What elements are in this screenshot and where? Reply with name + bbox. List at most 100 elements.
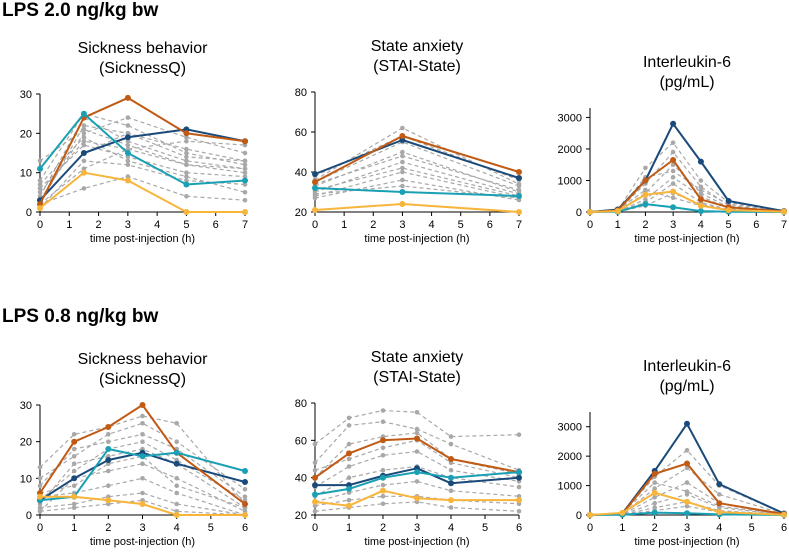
data-point-orange (139, 402, 146, 408)
data-point-orange (642, 177, 649, 184)
data-point-gray-2 (652, 486, 657, 491)
data-point-gray-3 (346, 441, 352, 447)
y-tick-label: 20 (295, 510, 307, 522)
x-tick-label: 4 (448, 522, 454, 534)
data-point-gray-4 (81, 158, 87, 164)
series-line-gray-2 (39, 433, 246, 498)
data-point-navy (448, 480, 454, 487)
data-point-gray-3 (684, 480, 690, 485)
data-point-teal (37, 165, 43, 172)
data-point-yellow (619, 509, 626, 516)
data-point-gray-1 (684, 448, 690, 453)
series-line-orange (589, 159, 785, 213)
x-tick-label: 5 (208, 522, 214, 534)
x-tick-label: 3 (139, 522, 145, 534)
data-point-navy (312, 482, 318, 489)
data-point-yellow (448, 497, 454, 504)
data-point-gray-6 (312, 195, 318, 201)
x-tick-label: 0 (312, 219, 318, 231)
x-tick-label: 3 (670, 219, 676, 231)
data-point-yellow (587, 209, 593, 215)
x-axis-label: time post-injection (h) (634, 233, 739, 245)
data-point-yellow (37, 205, 43, 212)
data-point-gray-7 (684, 489, 690, 494)
data-point-teal (448, 474, 454, 481)
series-line-gray-2 (589, 151, 785, 213)
data-point-gray-9 (346, 456, 352, 462)
x-tick-label: 6 (753, 219, 759, 231)
data-point-gray-1 (81, 123, 87, 128)
x-axis-label: time post-injection (h) (634, 536, 739, 548)
data-point-yellow (71, 493, 78, 500)
series-line-gray-5 (314, 465, 520, 497)
data-point-gray-1 (184, 154, 189, 160)
y-tick-label: 40 (295, 167, 307, 179)
chart-title: State anxiety (371, 349, 464, 366)
data-point-orange (516, 169, 522, 175)
data-point-gray-8 (140, 439, 145, 445)
data-point-gray-10 (125, 131, 131, 136)
data-point-orange (183, 130, 190, 137)
series-line-gray-3 (589, 482, 785, 516)
data-point-navy (670, 120, 677, 127)
data-point-gray-6 (670, 181, 676, 186)
data-point-yellow (173, 512, 180, 518)
section-title-low-dose: LPS 0.8 ng/kg bw (2, 306, 159, 327)
data-point-yellow (697, 202, 704, 209)
data-point-yellow (37, 493, 43, 500)
y-tick-label: 0 (26, 207, 32, 219)
data-point-yellow (781, 208, 787, 215)
series-line-gray-7 (589, 482, 785, 516)
x-tick-label: 2 (96, 219, 102, 231)
data-point-gray-5 (125, 115, 131, 120)
y-tick-label: 20 (295, 207, 307, 219)
series-line-gray-4 (314, 171, 520, 199)
x-tick-label: 5 (183, 219, 189, 231)
series-line-yellow (39, 171, 245, 213)
chart-panel-5: Interleukin-6 (pg/mL) 0 1000 2000 3000 0 1 2 3 4 5 6… (558, 358, 788, 548)
data-point-orange (651, 470, 658, 477)
data-point-gray-3 (652, 495, 657, 500)
data-point-orange (414, 435, 420, 442)
data-point-gray-7 (140, 421, 145, 426)
data-point-orange (105, 424, 112, 430)
data-point-gray-1 (670, 140, 676, 145)
x-tick-label: 2 (652, 522, 658, 534)
series-line-gray-5 (589, 501, 785, 516)
y-tick-label: 3000 (558, 112, 582, 124)
series-line-navy (39, 451, 246, 502)
data-point-gray-4 (346, 464, 352, 469)
data-point-yellow (516, 209, 522, 215)
x-tick-label: 6 (781, 522, 787, 534)
data-point-navy (105, 457, 112, 463)
data-point-yellow (312, 498, 318, 505)
data-point-gray-8 (380, 501, 386, 507)
data-point-gray-8 (184, 158, 189, 164)
data-point-gray-5 (670, 168, 676, 174)
data-point-yellow (312, 207, 318, 213)
data-point-gray-4 (380, 453, 386, 458)
chart-subtitle: (pg/mL) (659, 74, 714, 91)
series-line-yellow (40, 495, 245, 516)
data-point-gray-8 (448, 505, 454, 510)
data-point-navy (697, 158, 704, 165)
data-point-teal (380, 474, 386, 481)
data-point-gray-6 (140, 490, 145, 496)
data-point-gray-2 (71, 446, 77, 452)
data-point-gray-5 (140, 476, 145, 481)
chart-subtitle: (STAI-State) (373, 58, 461, 75)
series-line-gray-8 (314, 501, 520, 512)
data-point-teal (183, 181, 190, 188)
data-point-yellow (414, 495, 420, 502)
data-point-gray-9 (125, 142, 131, 148)
data-point-gray-2 (448, 441, 454, 447)
data-point-gray-4 (174, 476, 179, 481)
data-point-gray-6 (37, 186, 43, 191)
data-point-teal (173, 449, 180, 456)
data-point-gray-4 (140, 461, 145, 467)
data-point-gray-9 (81, 127, 87, 132)
series-line-navy (315, 467, 520, 487)
data-point-gray-1 (643, 165, 648, 171)
data-point-yellow (80, 169, 87, 176)
y-tick-label: 0 (26, 510, 32, 522)
